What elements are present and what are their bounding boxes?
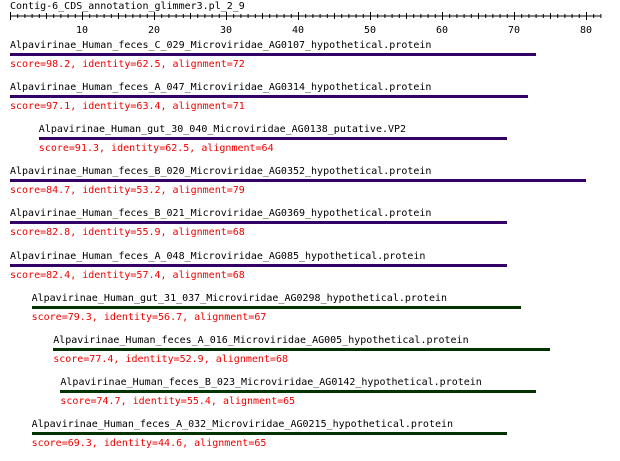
hit-alignment-bar — [10, 221, 507, 225]
hit-alignment-bar — [60, 389, 536, 393]
hit-alignment-bar — [10, 95, 529, 99]
hit-alignment-bar — [10, 179, 586, 183]
hit-stats: score=77.4, identity=52.9, alignment=68 — [53, 353, 288, 365]
hit-name: Alpavirinae_Human_feces_B_020_Microvirid… — [10, 166, 432, 178]
hit-stats: score=79.3, identity=56.7, alignment=67 — [31, 311, 267, 323]
hit-alignment-bar — [31, 305, 522, 309]
hit-alignment-bar — [10, 53, 536, 56]
hit-stats: score=84.7, identity=53.2, alignment=79 — [10, 185, 245, 197]
hit-stats: score=82.4, identity=57.4, alignment=68 — [10, 269, 245, 281]
hit-alignment-bar — [53, 347, 550, 351]
hit-name: Alpavirinae_Human_feces_C_029_Microvirid… — [10, 40, 432, 51]
hit-name: Alpavirinae_Human_gut_31_037_Microvirida… — [31, 292, 448, 304]
hit-stats: score=91.3, identity=62.5, alignment=64 — [38, 143, 274, 155]
axis-tick-label: 70 — [508, 25, 520, 36]
hit-alignment-bar — [10, 263, 507, 267]
hit-stats: score=74.7, identity=55.4, alignment=65 — [60, 395, 296, 407]
hit-alignment-bar — [38, 137, 507, 141]
axis-tick-label: 80 — [580, 25, 592, 36]
axis-tick-label: 30 — [220, 25, 232, 36]
hit-name: Alpavirinae_Human_feces_A_032_Microvirid… — [31, 418, 454, 430]
axis-tick-label: 50 — [364, 25, 376, 36]
diagram-title: Contig-6_CDS_annotation_glimmer3.pl_2_9 — [10, 1, 245, 12]
hit-name: Alpavirinae_Human_feces_B_023_Microvirid… — [60, 376, 482, 388]
hit-stats: score=97.1, identity=63.4, alignment=71 — [10, 101, 245, 113]
hit-stats: score=98.2, identity=62.5, alignment=72 — [10, 59, 245, 70]
hit-name: Alpavirinae_Human_gut_30_040_Microvirida… — [38, 124, 407, 136]
axis-tick-label: 20 — [148, 25, 160, 36]
hit-name: Alpavirinae_Human_feces_A_048_Microvirid… — [10, 250, 426, 262]
axis-tick-label: 60 — [436, 25, 448, 36]
axis-tick-label: 40 — [292, 25, 304, 36]
hit-name: Alpavirinae_Human_feces_A_016_Microvirid… — [53, 334, 469, 346]
axis-tick-label: 10 — [76, 25, 88, 36]
hit-name: Alpavirinae_Human_feces_A_047_Microvirid… — [10, 82, 432, 94]
hit-alignment-bar — [31, 431, 507, 435]
hit-stats: score=69.3, identity=44.6, alignment=65 — [31, 437, 267, 449]
hit-stats: score=82.8, identity=55.9, alignment=68 — [10, 227, 245, 239]
hit-name: Alpavirinae_Human_feces_B_021_Microvirid… — [10, 208, 432, 220]
